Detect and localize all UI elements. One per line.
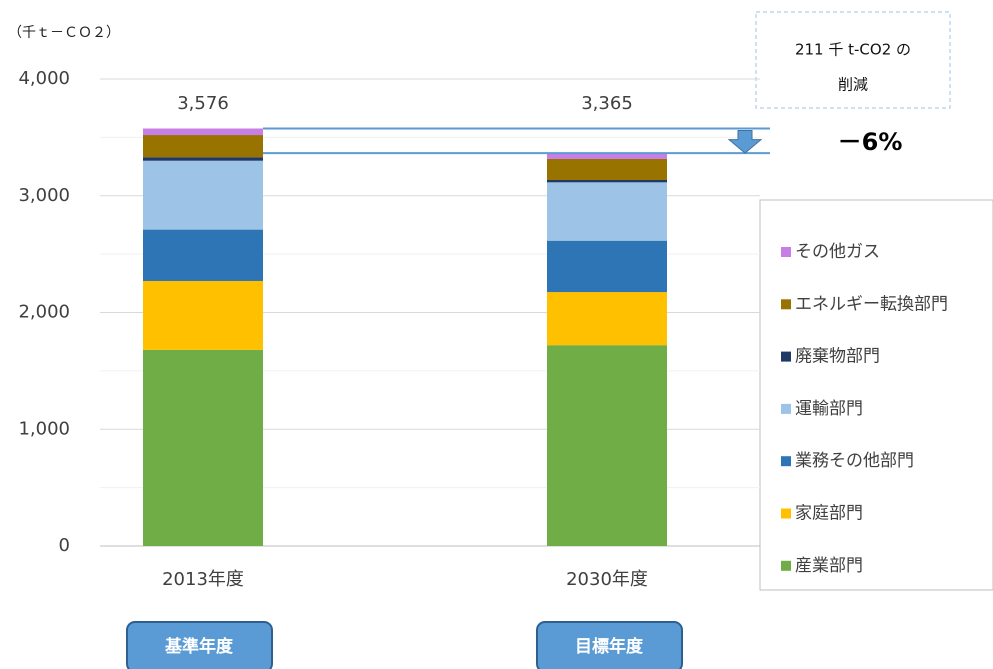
bar-segment — [547, 240, 667, 293]
bar-segment — [143, 135, 263, 158]
bar-segment — [547, 153, 667, 159]
y-tick-label: 4,000 — [18, 68, 70, 89]
button[interactable] — [536, 621, 683, 669]
legend-label: 運輸部門 — [795, 399, 863, 419]
bar-segment — [143, 160, 263, 230]
bar-segment — [143, 349, 263, 546]
annotation-box — [755, 11, 951, 109]
y-tick-label: 3,000 — [18, 185, 70, 206]
button-label[interactable]: 基準年度 — [164, 636, 234, 657]
legend-swatch — [781, 508, 791, 519]
x-tick-label: 2030年度 — [566, 569, 648, 590]
x-tick-label: 2013年度 — [162, 569, 244, 590]
legend-swatch — [781, 403, 791, 414]
bar-segment — [143, 229, 263, 281]
bar-segment — [547, 345, 667, 546]
arrow — [727, 130, 763, 154]
button-label[interactable]: 目標年度 — [575, 636, 644, 657]
y-tick-label: 2,000 — [18, 302, 70, 323]
legend-label: 業務その他部門 — [795, 451, 914, 471]
legend-swatch — [781, 351, 791, 362]
legend-swatch — [781, 299, 791, 310]
bar-segment — [547, 292, 667, 346]
bar-segment — [143, 128, 263, 136]
legend-label: 家庭部門 — [795, 504, 863, 524]
annotation-text: 削減 — [838, 76, 868, 94]
y-tick-label: 1,000 — [18, 418, 70, 439]
total-label: 3,365 — [581, 93, 633, 114]
legend-label: その他ガス — [795, 242, 880, 262]
legend-box — [759, 199, 993, 591]
unit-label: （千ｔ－ＣＯ２） — [8, 25, 120, 41]
legend-swatch — [781, 247, 791, 257]
bar-segment — [547, 158, 667, 180]
bar-segment — [143, 280, 263, 350]
annotation-text: 211 千 t-CO2 の — [795, 41, 911, 59]
legend-label: 産業部門 — [795, 556, 863, 576]
legend-label: エネルギー転換部門 — [795, 294, 948, 314]
y-tick-label: 0 — [59, 535, 70, 556]
bar-segment — [547, 179, 667, 183]
button[interactable] — [126, 621, 273, 669]
change-label: －6% — [838, 128, 903, 156]
bar-segment — [143, 157, 263, 161]
legend-swatch — [781, 560, 791, 571]
legend-swatch — [781, 456, 791, 467]
legend-label: 廃棄物部門 — [795, 347, 880, 367]
total-label: 3,576 — [177, 93, 229, 114]
bar-segment — [547, 182, 667, 241]
